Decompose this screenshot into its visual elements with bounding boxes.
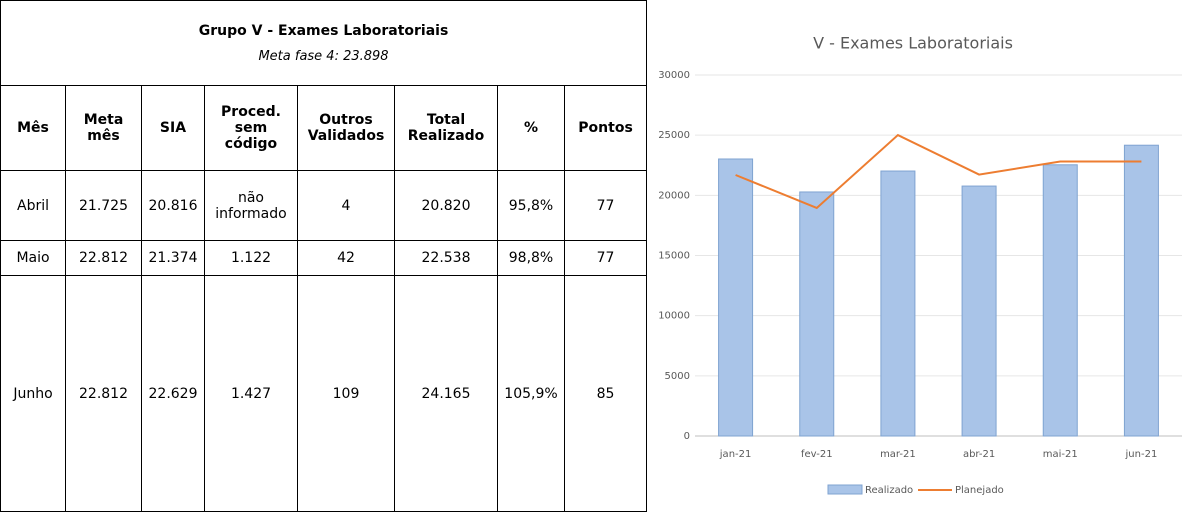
table-cell: Maio bbox=[0, 240, 66, 276]
column-header: SIA bbox=[141, 85, 205, 171]
table-cell: 22.629 bbox=[141, 275, 205, 512]
table-cell: 20.820 bbox=[394, 170, 498, 241]
x-tick-label: fev-21 bbox=[801, 449, 833, 460]
title-cell: Grupo V - Exames Laboratoriais Meta fase… bbox=[0, 0, 648, 86]
y-tick-label: 0 bbox=[684, 431, 690, 442]
table-cell: 105,9% bbox=[497, 275, 565, 512]
table-cell: não informado bbox=[204, 170, 298, 241]
y-tick-label: 30000 bbox=[658, 70, 690, 81]
column-header: Total Realizado bbox=[394, 85, 498, 171]
table-cell: Junho bbox=[0, 275, 66, 512]
table-cell: 22.812 bbox=[65, 240, 142, 276]
table-title: Grupo V - Exames Laboratoriais bbox=[198, 22, 449, 39]
column-header: Proced. sem código bbox=[204, 85, 298, 171]
y-tick-label: 5000 bbox=[665, 371, 690, 382]
x-tick-label: mai-21 bbox=[1043, 449, 1078, 460]
table-row: Junho 22.812 22.629 1.427 109 24.165 105,9% 85 bbox=[0, 275, 648, 512]
bar bbox=[799, 191, 835, 437]
table-cell: 77 bbox=[563, 170, 648, 241]
table-cell: 21.374 bbox=[141, 240, 205, 276]
column-header: Mês bbox=[0, 85, 66, 171]
table-cell: 20.816 bbox=[141, 170, 205, 241]
table-cell: 22.812 bbox=[65, 275, 142, 512]
x-tick-label: jun-21 bbox=[1125, 449, 1158, 460]
legend-label: Planejado bbox=[955, 485, 1004, 496]
legend-swatch bbox=[827, 484, 863, 495]
table-subtitle: Meta fase 4: 23.898 bbox=[258, 48, 389, 64]
table-row: Abril 21.725 20.816 não informado 4 20.820 95,… bbox=[0, 170, 648, 241]
x-tick-label: abr-21 bbox=[963, 449, 995, 460]
table-cell: 1.427 bbox=[204, 275, 298, 512]
chart: V - Exames Laboratoriais 0 5000 10000 15000 2… bbox=[658, 34, 1182, 496]
column-header: Meta mês bbox=[65, 85, 142, 171]
table-cell: 24.165 bbox=[394, 275, 498, 512]
header-row: Mês Meta mês SIA Proced. sem código Outros V… bbox=[0, 85, 648, 171]
column-header: Outros Validados bbox=[297, 85, 395, 171]
y-tick-label: 10000 bbox=[658, 311, 690, 322]
data-table: Grupo V - Exames Laboratoriais Meta fase… bbox=[0, 0, 648, 512]
column-header: Pontos bbox=[563, 85, 648, 171]
y-tick-label: 15000 bbox=[658, 251, 690, 262]
bar bbox=[1042, 164, 1078, 437]
bar bbox=[718, 158, 754, 437]
table-cell: 77 bbox=[563, 240, 648, 276]
table-cell: 22.538 bbox=[394, 240, 498, 276]
table-cell: 42 bbox=[297, 240, 395, 276]
bar bbox=[880, 170, 916, 437]
column-header: % bbox=[497, 85, 565, 171]
table-cell: 95,8% bbox=[497, 170, 565, 241]
table-cell: 85 bbox=[563, 275, 648, 512]
x-tick-label: jan-21 bbox=[719, 449, 752, 460]
title-row: Grupo V - Exames Laboratoriais Meta fase… bbox=[0, 0, 648, 86]
bar bbox=[961, 185, 997, 437]
x-tick-label: mar-21 bbox=[880, 449, 916, 460]
table-cell: 4 bbox=[297, 170, 395, 241]
line bbox=[735, 133, 1142, 210]
table-cell: Abril bbox=[0, 170, 66, 241]
y-tick-label: 25000 bbox=[658, 130, 690, 141]
y-tick-label: 20000 bbox=[658, 190, 690, 201]
bar bbox=[1123, 144, 1159, 437]
table-cell: 1.122 bbox=[204, 240, 298, 276]
legend-label: Realizado bbox=[865, 485, 913, 496]
table-cell: 21.725 bbox=[65, 170, 142, 241]
table-cell: 109 bbox=[297, 275, 395, 512]
table-row: Maio 22.812 21.374 1.122 42 22.538 98,8% 77 bbox=[0, 240, 648, 276]
chart-title: V - Exames Laboratoriais bbox=[813, 34, 1013, 53]
table-cell: 98,8% bbox=[497, 240, 565, 276]
